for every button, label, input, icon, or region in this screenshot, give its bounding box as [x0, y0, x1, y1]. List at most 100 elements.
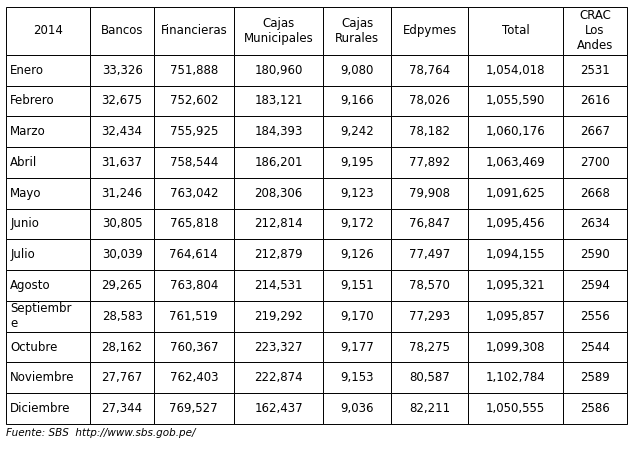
- Bar: [91, 270, 154, 301]
- Text: 31,246: 31,246: [101, 187, 142, 200]
- Bar: [6, 331, 91, 363]
- Bar: [323, 239, 391, 270]
- Bar: [91, 363, 154, 393]
- Text: Bancos: Bancos: [101, 24, 144, 37]
- Text: 9,166: 9,166: [341, 94, 374, 107]
- Text: 1,095,321: 1,095,321: [486, 279, 546, 292]
- Bar: [391, 55, 468, 86]
- Text: 755,925: 755,925: [170, 125, 218, 138]
- Bar: [563, 301, 627, 331]
- Text: 78,275: 78,275: [409, 341, 450, 354]
- Bar: [468, 393, 563, 424]
- Text: 77,293: 77,293: [409, 310, 450, 323]
- Text: 763,804: 763,804: [170, 279, 218, 292]
- Text: Octubre: Octubre: [10, 341, 58, 354]
- Text: 184,393: 184,393: [254, 125, 303, 138]
- Text: Abril: Abril: [10, 156, 37, 169]
- Bar: [234, 393, 323, 424]
- Bar: [91, 116, 154, 147]
- Text: Enero: Enero: [10, 64, 44, 77]
- Text: 186,201: 186,201: [254, 156, 303, 169]
- Text: 1,102,784: 1,102,784: [486, 371, 546, 384]
- Bar: [391, 239, 468, 270]
- Bar: [391, 178, 468, 208]
- Text: 33,326: 33,326: [102, 64, 142, 77]
- Text: 2544: 2544: [580, 341, 610, 354]
- Text: 9,170: 9,170: [341, 310, 374, 323]
- Bar: [468, 55, 563, 86]
- Bar: [234, 86, 323, 116]
- Text: 76,847: 76,847: [409, 217, 450, 230]
- Text: 9,195: 9,195: [341, 156, 374, 169]
- Bar: [91, 178, 154, 208]
- Bar: [6, 55, 91, 86]
- Text: 762,403: 762,403: [170, 371, 218, 384]
- Text: Marzo: Marzo: [10, 125, 46, 138]
- Bar: [563, 393, 627, 424]
- Bar: [154, 363, 234, 393]
- Bar: [468, 363, 563, 393]
- Text: 29,265: 29,265: [101, 279, 142, 292]
- Text: 1,063,469: 1,063,469: [486, 156, 546, 169]
- Bar: [234, 270, 323, 301]
- Text: Financieras: Financieras: [160, 24, 227, 37]
- Text: 2586: 2586: [580, 402, 610, 415]
- Text: 2531: 2531: [580, 64, 610, 77]
- Bar: [234, 301, 323, 331]
- Bar: [323, 393, 391, 424]
- Bar: [391, 147, 468, 178]
- Text: 212,879: 212,879: [254, 248, 303, 261]
- Bar: [154, 86, 234, 116]
- Bar: [154, 270, 234, 301]
- Bar: [468, 178, 563, 208]
- Bar: [154, 301, 234, 331]
- Text: 9,036: 9,036: [341, 402, 374, 415]
- Text: 78,570: 78,570: [409, 279, 450, 292]
- Bar: [323, 270, 391, 301]
- Bar: [468, 116, 563, 147]
- Text: Total: Total: [502, 24, 530, 37]
- Text: 2594: 2594: [580, 279, 610, 292]
- Bar: [391, 331, 468, 363]
- Text: 760,367: 760,367: [170, 341, 218, 354]
- Bar: [468, 86, 563, 116]
- Bar: [154, 116, 234, 147]
- Text: 78,182: 78,182: [409, 125, 450, 138]
- Bar: [6, 208, 91, 239]
- Text: 765,818: 765,818: [170, 217, 218, 230]
- Text: 9,177: 9,177: [341, 341, 374, 354]
- Text: Fuente: SBS  http://www.sbs.gob.pe/: Fuente: SBS http://www.sbs.gob.pe/: [6, 428, 196, 438]
- Text: 2014: 2014: [34, 24, 63, 37]
- Text: 28,583: 28,583: [102, 310, 142, 323]
- Bar: [91, 301, 154, 331]
- Bar: [91, 208, 154, 239]
- Text: 2700: 2700: [580, 156, 610, 169]
- Bar: [391, 208, 468, 239]
- Bar: [6, 147, 91, 178]
- Bar: [323, 147, 391, 178]
- Text: 27,344: 27,344: [101, 402, 142, 415]
- Bar: [6, 363, 91, 393]
- Text: 78,764: 78,764: [409, 64, 450, 77]
- Bar: [234, 116, 323, 147]
- Text: 2589: 2589: [580, 371, 610, 384]
- Text: CRAC
Los
Andes: CRAC Los Andes: [577, 9, 613, 52]
- Bar: [563, 363, 627, 393]
- Text: 30,805: 30,805: [102, 217, 142, 230]
- Text: 1,054,018: 1,054,018: [486, 64, 546, 77]
- Bar: [6, 116, 91, 147]
- Text: 77,497: 77,497: [409, 248, 450, 261]
- Text: 1,091,625: 1,091,625: [486, 187, 546, 200]
- Text: Febrero: Febrero: [10, 94, 54, 107]
- Bar: [563, 147, 627, 178]
- Text: 9,242: 9,242: [341, 125, 374, 138]
- Text: 758,544: 758,544: [170, 156, 218, 169]
- Bar: [468, 239, 563, 270]
- Bar: [563, 208, 627, 239]
- Text: 180,960: 180,960: [254, 64, 303, 77]
- Bar: [323, 363, 391, 393]
- Text: 9,153: 9,153: [341, 371, 374, 384]
- Bar: [563, 55, 627, 86]
- Bar: [154, 55, 234, 86]
- Text: Noviembre: Noviembre: [10, 371, 75, 384]
